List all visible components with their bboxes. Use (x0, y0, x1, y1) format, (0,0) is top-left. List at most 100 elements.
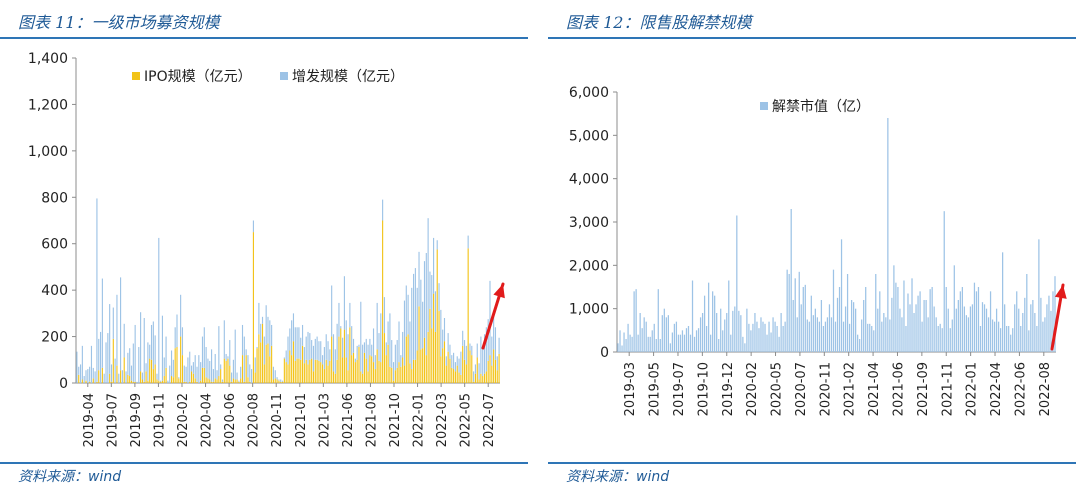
left-bar-secondary (198, 355, 200, 383)
left-bar-ipo (92, 378, 94, 383)
right-bar-unlock (760, 317, 762, 352)
right-bar-unlock (740, 315, 742, 352)
right-bar-unlock (959, 291, 961, 352)
left-bar-secondary (218, 326, 220, 377)
right-bar-unlock (935, 317, 937, 352)
left-bar-ipo (429, 308, 431, 383)
left-bar-secondary (170, 350, 173, 377)
left-bar-secondary (331, 285, 333, 337)
left-bar-ipo (158, 380, 160, 383)
left-bar-secondary (480, 336, 482, 374)
right-bar-unlock (1034, 313, 1036, 352)
left-bar-secondary (356, 345, 358, 360)
left-x-tick-label: 2021-08 (364, 393, 379, 447)
right-bar-unlock (828, 304, 831, 352)
right-bar-unlock (879, 291, 881, 352)
left-bar-ipo (332, 371, 335, 383)
right-bar-unlock (911, 278, 913, 352)
right-x-tick-label: 2019-05 (648, 362, 663, 416)
left-bar-ipo (225, 360, 227, 383)
right-bar-unlock (891, 297, 893, 352)
left-bar-ipo (216, 379, 218, 383)
left-bar-secondary (83, 376, 85, 383)
left-bar-ipo (483, 373, 486, 383)
right-bar-unlock (689, 334, 692, 352)
left-bar-secondary (129, 348, 131, 377)
left-bar-secondary (378, 333, 380, 361)
left-bar-secondary (427, 218, 429, 332)
right-bar-unlock (701, 313, 704, 352)
right-y-tick-label: 4,000 (569, 172, 609, 188)
left-bar-secondary (493, 312, 495, 350)
right-bar-unlock (883, 313, 885, 352)
left-bar-secondary (98, 338, 100, 371)
right-bar-unlock (991, 319, 994, 352)
right-bar-unlock (1028, 330, 1030, 352)
left-bar-ipo (416, 350, 418, 383)
left-bar-secondary (260, 323, 262, 343)
right-x-tick-label: 2020-05 (770, 362, 785, 416)
right-x-tick-label: 2022-01 (965, 362, 980, 416)
right-bar-unlock (800, 304, 802, 352)
left-bar-secondary (476, 343, 478, 358)
right-source-value: wind (636, 469, 670, 485)
right-bar-unlock (826, 317, 829, 352)
left-bar-ipo (220, 369, 222, 383)
right-bar-unlock (776, 326, 778, 352)
left-bar-secondary (298, 327, 300, 359)
left-bar-secondary (123, 323, 125, 358)
left-x-tick-label: 2019-07 (105, 393, 120, 447)
left-bar-secondary (94, 371, 96, 383)
left-bar-ipo (445, 365, 447, 383)
left-bar-secondary (320, 341, 322, 363)
right-bar-unlock (1030, 304, 1032, 352)
left-bar-ipo (391, 367, 393, 383)
left-bar-ipo (141, 379, 143, 383)
left-bar-secondary (176, 314, 178, 348)
left-bar-ipo (161, 380, 163, 383)
right-bar-unlock (923, 300, 925, 352)
right-bar-unlock (661, 315, 663, 352)
left-bar-secondary (322, 355, 324, 365)
left-bar-secondary (347, 334, 349, 371)
right-bar-unlock (895, 282, 897, 352)
left-bar-secondary (196, 366, 198, 382)
left-bar-ipo (443, 341, 446, 383)
left-bar-ipo (482, 376, 484, 383)
right-bar-unlock (844, 306, 847, 352)
right-bar-unlock (750, 330, 752, 352)
left-bar-secondary (165, 336, 167, 368)
left-bar-secondary (413, 273, 415, 360)
right-bar-unlock (929, 289, 931, 352)
left-bar-secondary (411, 287, 413, 370)
left-bar-ipo (212, 381, 214, 383)
right-bar-unlock (1050, 310, 1052, 352)
left-bar-secondary (120, 277, 122, 371)
left-bar-secondary (85, 370, 87, 381)
left-bar-secondary (243, 336, 245, 382)
right-bar-unlock (903, 280, 905, 352)
right-bar-unlock (973, 282, 976, 352)
right-bar-unlock (957, 300, 959, 352)
left-bar-secondary (289, 328, 291, 351)
left-bar-ipo (487, 360, 489, 383)
left-bar-secondary (385, 342, 387, 356)
left-bar-secondary (125, 371, 127, 383)
left-bar-secondary (371, 344, 373, 357)
right-bar-unlock (1038, 239, 1040, 352)
left-bar-secondary (332, 334, 335, 372)
right-bar-unlock (855, 308, 857, 352)
left-bar-ipo (296, 358, 298, 384)
left-bar-ipo (425, 355, 427, 383)
left-x-tick-label: 2022-05 (459, 393, 474, 447)
left-bar-secondary (181, 327, 184, 356)
left-bar-ipo (98, 370, 100, 383)
left-bar-secondary (203, 327, 205, 368)
left-bar-secondary (227, 356, 229, 359)
right-bar-unlock (722, 330, 724, 352)
right-bar-unlock (838, 287, 841, 352)
left-bar-secondary (462, 330, 464, 346)
right-bar-unlock (842, 321, 845, 352)
left-bar-ipo (180, 336, 182, 383)
right-bar-unlock (631, 336, 633, 352)
